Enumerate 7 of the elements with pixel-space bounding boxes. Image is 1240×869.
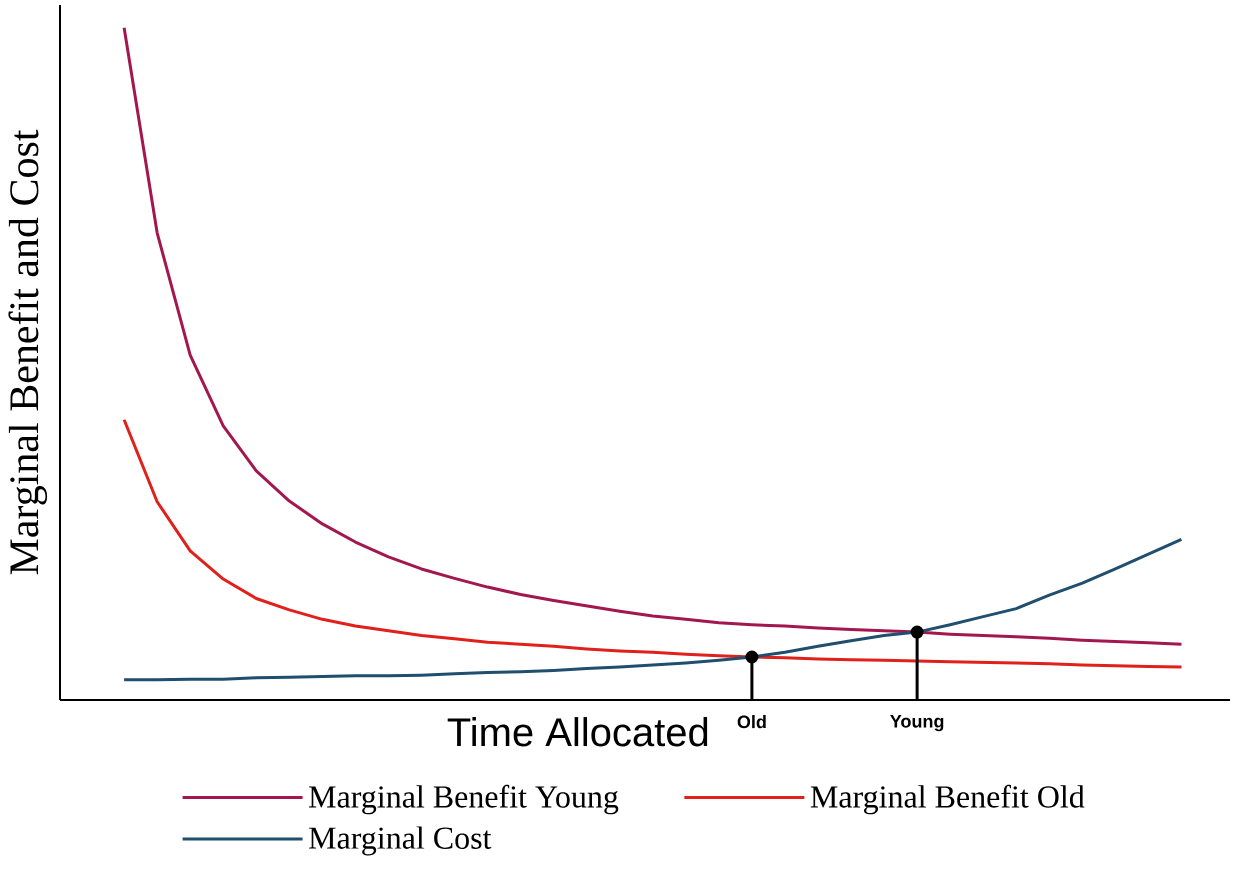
legend-label: Marginal Cost	[308, 826, 492, 856]
x-tick-label: Old	[737, 715, 766, 729]
y-axis-title: Marginal Benefit and Cost	[8, 129, 48, 575]
x-tick-label: Young	[890, 715, 944, 732]
legend-label: Marginal Benefit Old	[810, 784, 1085, 815]
legend-label: Marginal Benefit Young	[308, 784, 619, 815]
x-axis-title: Time Allocated	[447, 717, 708, 747]
